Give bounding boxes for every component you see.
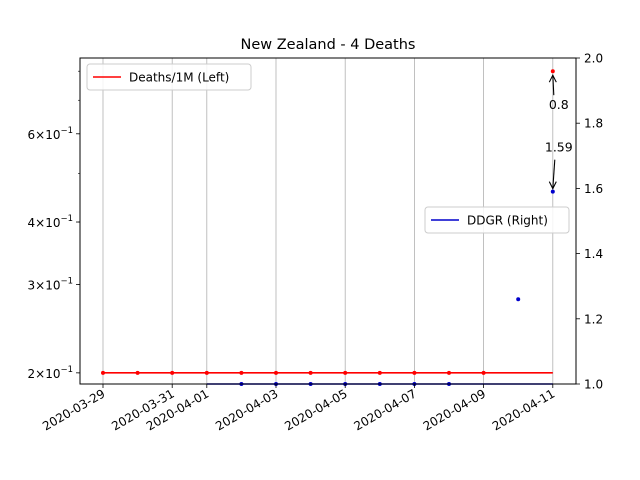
ddgr-data-point	[550, 189, 555, 194]
y-left-tick-label: 6×10−1	[28, 126, 74, 142]
legend-ddgr-label: DDGR (Right)	[467, 214, 548, 228]
y-right-tick-label: 1.4	[584, 247, 603, 261]
plot-frame	[79, 57, 577, 385]
legend-deaths: Deaths/1M (Left)	[86, 63, 252, 91]
deaths-data-point	[170, 370, 175, 375]
deaths-data-point	[550, 69, 555, 74]
ddgr-annotation-arrowhead	[548, 181, 557, 190]
y-left-tick-label: 2×10−1	[28, 365, 74, 381]
deaths-data-point	[481, 370, 486, 375]
ddgr-annotation-arrow	[552, 159, 556, 189]
ddgr-annotation-label: 1.59	[545, 140, 573, 155]
y-right-tick-label: 2.0	[584, 52, 603, 66]
y-left-tick-label: 4×10−1	[28, 214, 74, 230]
annotations: 0.8 1.59	[545, 73, 573, 190]
deaths-annotation-label: 0.8	[549, 97, 569, 112]
chart-title: New Zealand - 4 Deaths	[241, 37, 416, 53]
deaths-data-point	[204, 370, 209, 375]
deaths-data-point	[308, 370, 313, 375]
y-right-tick-label: 1.0	[584, 378, 603, 392]
legends: Deaths/1M (Left) DDGR (Right)	[86, 63, 570, 234]
deaths-data-point	[135, 370, 140, 375]
deaths-data-point	[343, 370, 348, 375]
deaths-annotation-arrow	[552, 75, 555, 96]
deaths-data-point	[274, 370, 278, 375]
deaths-data-point	[239, 370, 244, 375]
y-left-tick-label: 3×10−1	[28, 277, 74, 293]
legend-deaths-label: Deaths/1M (Left)	[129, 71, 229, 85]
deaths-data-point	[447, 370, 451, 375]
y-right-tick-label: 1.2	[584, 312, 603, 326]
y-right-tick-label: 1.6	[584, 182, 603, 196]
legend-deaths-frame	[86, 63, 252, 91]
legend-ddgr: DDGR (Right)	[424, 206, 570, 234]
deaths-data-point	[412, 370, 417, 375]
legend-ddgr-frame	[424, 206, 570, 234]
deaths-data-point	[377, 370, 382, 375]
grid-lines	[102, 58, 554, 384]
ddgr-data-point	[516, 297, 521, 302]
deaths-annotation-arrowhead	[548, 73, 557, 83]
y-right-tick-label: 1.8	[584, 117, 603, 131]
deaths-data-point	[101, 370, 105, 375]
